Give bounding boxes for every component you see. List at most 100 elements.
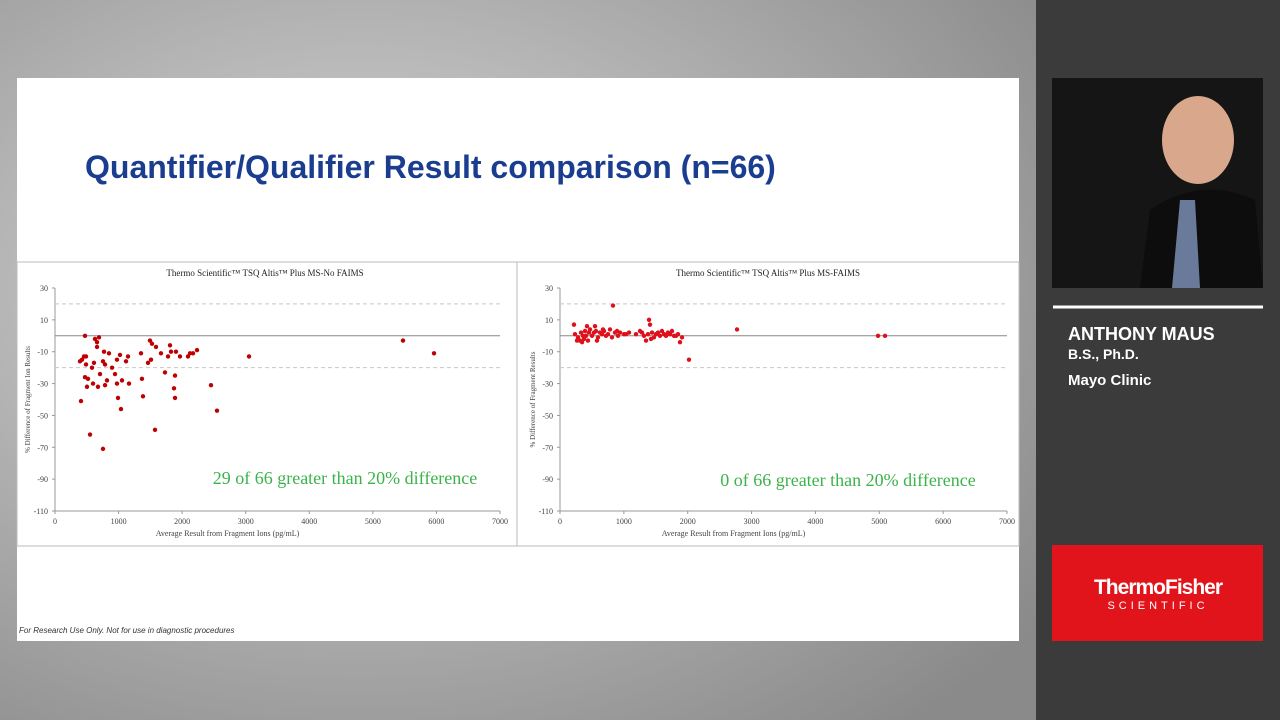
point	[679, 335, 685, 340]
point	[102, 382, 108, 388]
y-tick-label: -30	[37, 380, 48, 389]
point	[94, 339, 100, 345]
point	[138, 351, 144, 356]
point	[83, 354, 89, 359]
y-tick-label: -50	[542, 411, 553, 420]
point	[609, 335, 615, 340]
point	[112, 371, 118, 377]
point	[649, 330, 655, 335]
point	[571, 322, 577, 327]
point	[87, 432, 93, 437]
point	[117, 352, 123, 358]
point	[585, 338, 591, 343]
y-tick-label: -70	[542, 443, 553, 452]
x-tick-label: 4000	[301, 517, 317, 526]
slide-footer: For Research Use Only. Not for use in di…	[19, 626, 235, 635]
point	[171, 386, 177, 391]
chart-title: Thermo Scientific™ TSQ Altis™ Plus MS-FA…	[676, 268, 860, 278]
y-axis-label: % Difference of Fragment Results	[529, 351, 537, 447]
point	[882, 333, 888, 338]
y-tick-label: 30	[40, 284, 48, 293]
point	[92, 336, 98, 342]
point	[431, 351, 437, 356]
point	[106, 351, 112, 356]
point	[85, 376, 91, 381]
point	[114, 357, 120, 362]
point	[123, 359, 129, 364]
y-tick-label: 10	[40, 316, 48, 325]
point	[587, 327, 593, 332]
point	[102, 362, 108, 367]
point	[599, 331, 605, 337]
slide-title: Quantifier/Qualifier Result comparison (…	[85, 149, 776, 185]
point	[172, 373, 178, 378]
point	[95, 384, 101, 389]
point	[677, 339, 683, 345]
point	[100, 446, 106, 452]
point	[582, 328, 588, 334]
y-tick-label: 10	[545, 316, 553, 325]
point	[589, 333, 595, 338]
point	[615, 333, 621, 338]
x-tick-label: 0	[53, 517, 57, 526]
point	[626, 330, 632, 335]
point	[655, 330, 661, 335]
slide	[17, 78, 1019, 641]
y-tick-label: -30	[542, 380, 553, 389]
point	[119, 378, 125, 383]
point	[647, 322, 653, 327]
point	[145, 360, 151, 366]
x-tick-label: 5000	[365, 517, 381, 526]
point	[208, 382, 214, 388]
x-tick-label: 4000	[807, 517, 823, 526]
point	[100, 359, 106, 364]
point	[645, 331, 651, 337]
point	[593, 328, 599, 334]
x-tick-label: 1000	[616, 517, 632, 526]
y-tick-label: -110	[34, 507, 48, 516]
x-tick-label: 3000	[238, 517, 254, 526]
point	[667, 331, 673, 337]
point	[94, 344, 100, 350]
point	[651, 335, 657, 340]
x-tick-label: 2000	[680, 517, 696, 526]
x-tick-label: 1000	[111, 517, 127, 526]
y-tick-label: -70	[37, 443, 48, 452]
point	[657, 333, 663, 338]
speaker-affiliation: Mayo Clinic	[1068, 372, 1151, 389]
x-tick-label: 7000	[492, 517, 508, 526]
speaker-degree: B.S., Ph.D.	[1068, 346, 1139, 362]
point	[594, 338, 600, 343]
speaker-name: ANTHONY MAUS	[1068, 324, 1215, 344]
point	[125, 354, 131, 359]
point	[118, 406, 124, 412]
point	[600, 327, 606, 332]
point	[610, 303, 616, 308]
point	[669, 328, 675, 334]
point	[584, 324, 590, 329]
logo-box	[1052, 545, 1263, 641]
x-tick-label: 7000	[999, 517, 1015, 526]
speaker-head	[1162, 96, 1234, 184]
annotation: 0 of 66 greater than 20% difference	[720, 470, 976, 490]
point	[580, 333, 586, 338]
point	[91, 360, 97, 366]
point	[167, 343, 173, 348]
chart-frame	[16, 261, 1020, 547]
y-axis-label: % Difference of Fragment Ion Results	[24, 346, 32, 453]
point	[579, 339, 585, 345]
point	[115, 395, 121, 401]
x-tick-label: 0	[558, 517, 562, 526]
point	[97, 371, 103, 377]
point	[78, 398, 84, 404]
x-axis-label: Average Result from Fragment Ions (pg/mL…	[662, 529, 806, 538]
point	[574, 338, 580, 343]
point	[158, 351, 164, 356]
point	[83, 362, 89, 367]
y-tick-label: -10	[542, 348, 553, 357]
point	[614, 328, 620, 334]
x-tick-label: 2000	[174, 517, 190, 526]
point	[77, 359, 83, 364]
point	[605, 331, 611, 337]
